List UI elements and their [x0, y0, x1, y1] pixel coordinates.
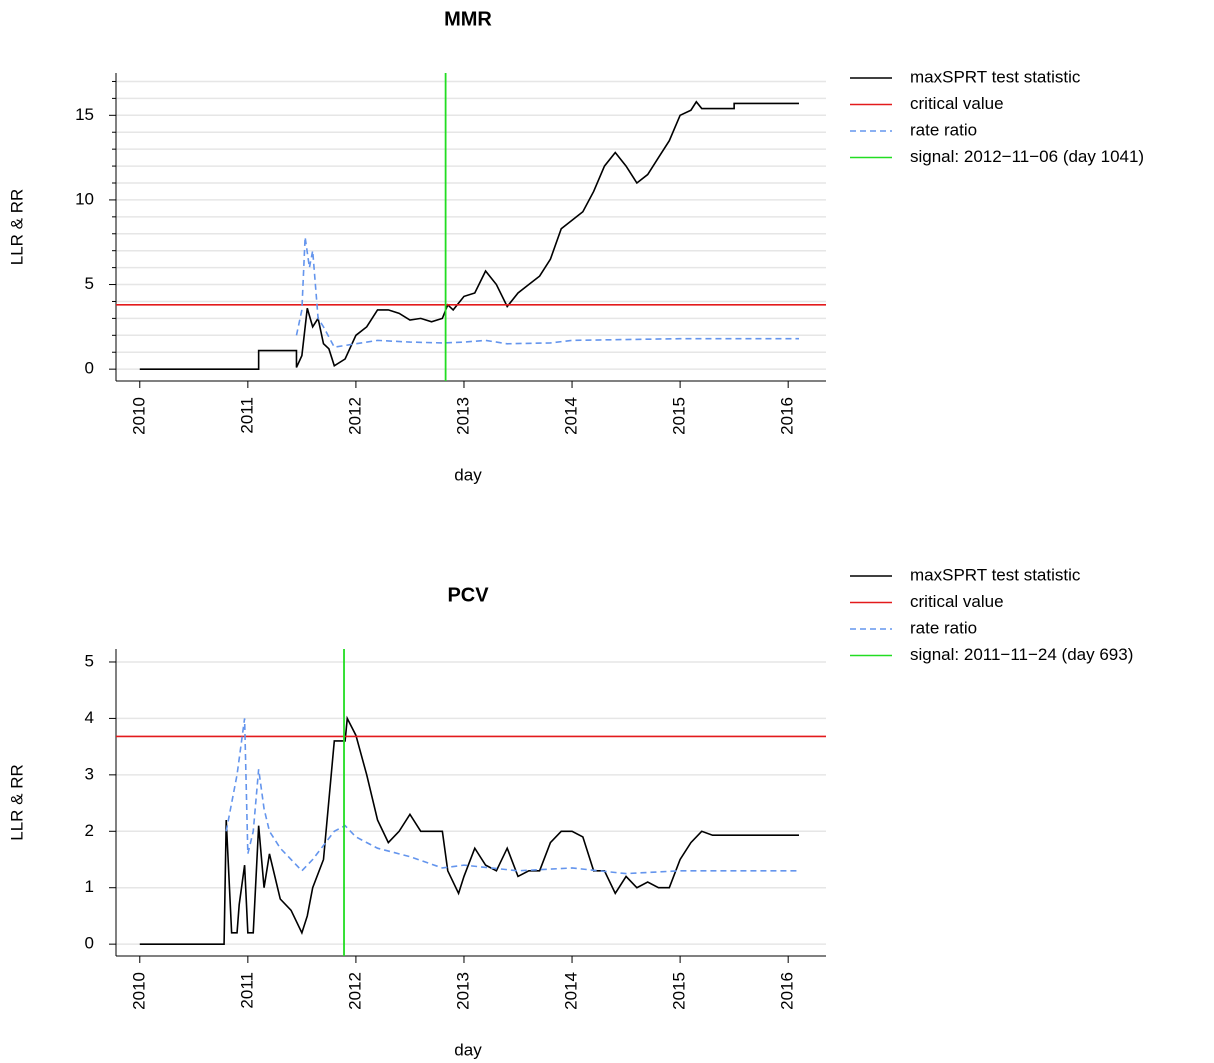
y-tick-label: 10 [75, 189, 94, 208]
x-tick-label: 2014 [562, 397, 581, 435]
x-tick-label: 2011 [237, 972, 256, 1009]
x-tick-label: 2013 [453, 397, 472, 435]
x-tick-label: 2015 [670, 397, 689, 435]
legend-label: critical value [910, 592, 1004, 611]
x-tick-label: 2014 [562, 972, 581, 1010]
y-axis-label: LLR & RR [7, 189, 26, 266]
x-tick-label: 2016 [778, 397, 797, 435]
y-tick-label: 3 [85, 764, 94, 783]
x-tick-label: 2010 [129, 972, 148, 1010]
legend-label: rate ratio [910, 120, 977, 139]
legend-label: signal: 2011−11−24 (day 693) [910, 645, 1133, 664]
series-line [295, 237, 799, 349]
y-tick-label: 4 [85, 708, 94, 727]
legend-label: rate ratio [910, 618, 977, 637]
series-line [139, 100, 799, 370]
series-line [139, 715, 799, 945]
legend-label: critical value [910, 94, 1004, 113]
legend-label: signal: 2012−11−06 (day 1041) [910, 147, 1144, 166]
legend-label: maxSPRT test statistic [910, 67, 1081, 86]
y-tick-label: 5 [85, 274, 94, 293]
y-tick-label: 15 [75, 105, 94, 124]
x-tick-label: 2013 [453, 972, 472, 1010]
x-tick-label: 2016 [778, 972, 797, 1010]
y-axis-label: LLR & RR [7, 764, 26, 841]
series-line [225, 718, 799, 875]
x-tick-label: 2015 [670, 972, 689, 1010]
y-tick-label: 0 [85, 934, 94, 953]
chart-title: MMR [444, 8, 492, 30]
y-tick-label: 1 [85, 877, 94, 896]
x-axis-label: day [454, 465, 482, 484]
x-tick-label: 2012 [345, 972, 364, 1010]
x-tick-label: 2012 [345, 397, 364, 435]
x-axis-label: day [454, 1040, 482, 1059]
y-tick-label: 5 [85, 651, 94, 670]
legend-label: maxSPRT test statistic [910, 565, 1081, 584]
y-tick-label: 0 [85, 359, 94, 378]
x-tick-label: 2010 [129, 397, 148, 435]
chart-title: PCV [447, 584, 489, 606]
x-tick-label: 2011 [237, 397, 256, 434]
y-tick-label: 2 [85, 821, 94, 840]
